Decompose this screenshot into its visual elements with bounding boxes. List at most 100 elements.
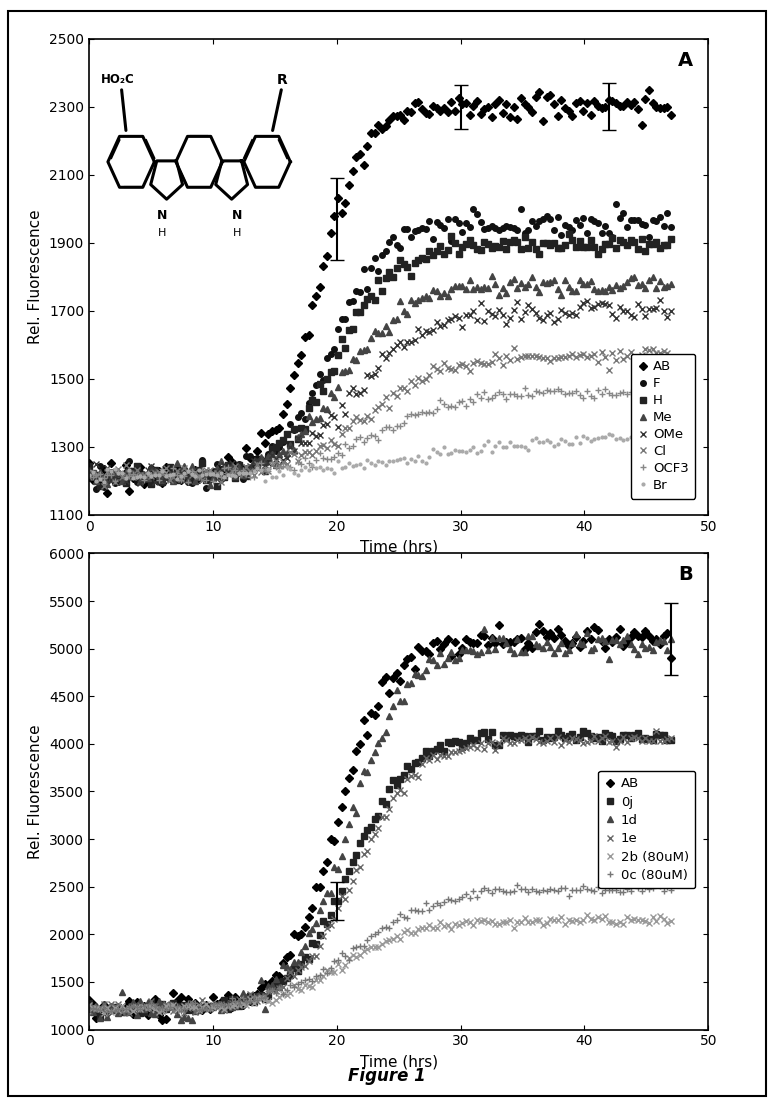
H [465,234,474,247]
Text: A: A [677,51,693,70]
H [253,461,262,474]
1e [180,1006,189,1020]
Br [84,468,94,482]
0c (80uM) [103,1006,112,1020]
Line: H: H [86,231,674,488]
OMe [656,293,665,307]
1d [480,623,489,637]
AB [535,618,544,631]
Y-axis label: Rel. Fluorescence: Rel. Fluorescence [29,724,43,859]
Cl [509,341,519,354]
1e [253,994,262,1007]
1d [666,632,676,645]
F [611,197,621,210]
0j [84,996,94,1010]
1d [253,989,262,1002]
OCF3 [641,385,650,399]
1d [410,668,420,681]
OMe [465,308,474,321]
Br [465,444,474,457]
Line: OMe: OMe [86,297,674,487]
Line: 1e: 1e [86,727,674,1016]
OCF3 [652,379,661,392]
0c (80uM) [666,883,676,897]
X-axis label: Time (hrs): Time (hrs) [360,1054,437,1069]
H [410,257,420,270]
Line: 0j: 0j [86,727,674,1021]
F [645,230,654,244]
Cl [410,379,420,392]
2b (80uM) [205,1002,214,1015]
Me [205,478,214,492]
AB [103,486,112,499]
H [645,238,654,251]
H [205,469,214,483]
OCF3 [465,392,474,405]
OMe [564,308,574,321]
AB [564,105,574,118]
OMe [205,467,214,480]
2b (80uM) [253,992,262,1005]
1e [666,732,676,745]
AB [205,1002,214,1015]
1e [641,732,650,745]
Me [201,466,211,479]
AB [641,92,650,105]
Text: B: B [678,566,693,584]
Text: N: N [156,209,167,221]
Y-axis label: Rel. Fluorescence: Rel. Fluorescence [29,209,43,344]
Line: Br: Br [86,432,674,485]
X-axis label: Time (hrs): Time (hrs) [360,539,437,555]
Line: AB: AB [86,87,674,496]
Text: H: H [232,228,241,238]
0j [645,733,654,746]
0j [253,990,262,1003]
OCF3 [666,381,676,394]
AB [567,637,577,650]
Cl [567,348,577,361]
0j [465,732,474,745]
Br [645,434,654,447]
F [84,472,94,485]
Me [487,270,496,283]
2b (80uM) [99,1006,108,1020]
Line: F: F [86,201,674,492]
0j [666,733,676,746]
AB [410,96,420,110]
1e [205,1001,214,1014]
Me [567,284,577,298]
Line: 1d: 1d [86,627,674,1023]
Br [666,428,676,442]
Cl [465,364,474,377]
F [564,220,574,234]
AB [465,108,474,122]
AB [645,84,654,97]
AB [666,651,676,664]
Line: 0c (80uM): 0c (80uM) [86,881,674,1016]
Br [564,437,574,451]
Cl [205,463,214,476]
OCF3 [564,386,574,400]
H [666,232,676,246]
F [205,466,214,479]
0j [95,1011,104,1024]
AB [465,635,474,649]
H [95,479,104,493]
Text: R: R [276,73,287,86]
1e [410,768,420,782]
Br [410,454,420,467]
Line: Cl: Cl [86,344,674,489]
Me [410,297,420,310]
Legend: AB, F, H, Me, OMe, Cl, OCF3, Br: AB, F, H, Me, OMe, Cl, OCF3, Br [631,354,695,498]
0c (80uM) [465,891,474,904]
Me [465,273,474,287]
0j [205,1001,214,1014]
Me [84,468,94,482]
OCF3 [253,463,262,476]
OMe [410,333,420,346]
Br [604,427,614,441]
OCF3 [205,465,214,478]
1d [84,1000,94,1013]
Me [253,459,262,473]
Line: Me: Me [86,273,674,488]
